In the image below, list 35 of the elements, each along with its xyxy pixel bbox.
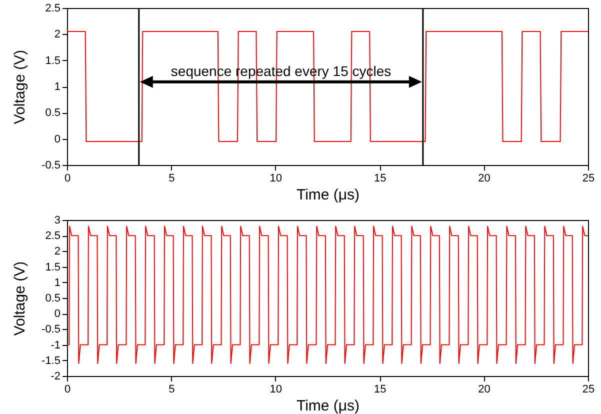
x-tick-label: 15 [374,172,386,184]
x-tick-label: 20 [478,172,490,184]
y-tick-label: 2.5 [45,2,60,14]
y-tick-label: 1.5 [45,54,60,67]
x-tick-label: 15 [374,384,386,396]
y-tick-label: -1.5 [42,354,60,367]
y-axis-title: Voltage (V) [12,261,29,336]
x-tick-label: 25 [582,384,595,396]
y-tick-label: 2 [54,28,60,41]
x-tick-label: 0 [64,384,71,396]
y-tick-label: 1 [54,81,60,93]
y-tick-label: -2 [50,370,60,382]
y-tick-label: 2 [54,246,60,258]
x-tick-label: 25 [582,172,595,184]
y-tick-label: -0.5 [42,324,60,336]
y-tick-label: -1 [50,339,60,352]
x-axis-title: Time (μs) [296,186,360,204]
x-tick-label: 5 [168,172,175,184]
x-tick-label: 20 [478,384,490,396]
y-tick-label: 2.5 [45,230,60,242]
y-axis-title: Voltage (V) [12,50,29,124]
y-tick-label: 1.5 [45,261,60,274]
y-tick-label: 0 [54,133,60,146]
y-tick-label: 0.5 [45,292,60,304]
y-tick-label: 3 [54,214,60,226]
x-tick-label: 10 [270,384,282,396]
x-tick-label: 5 [168,384,175,396]
y-tick-label: 0.5 [45,107,60,120]
x-tick-label: 10 [270,172,282,184]
y-tick-label: 1 [54,276,60,289]
y-tick-label: 0 [54,308,60,320]
y-tick-label: -0.5 [42,160,60,172]
x-axis-title: Time (μs) [296,398,360,414]
line-series [67,226,588,364]
x-tick-label: 0 [64,172,71,184]
